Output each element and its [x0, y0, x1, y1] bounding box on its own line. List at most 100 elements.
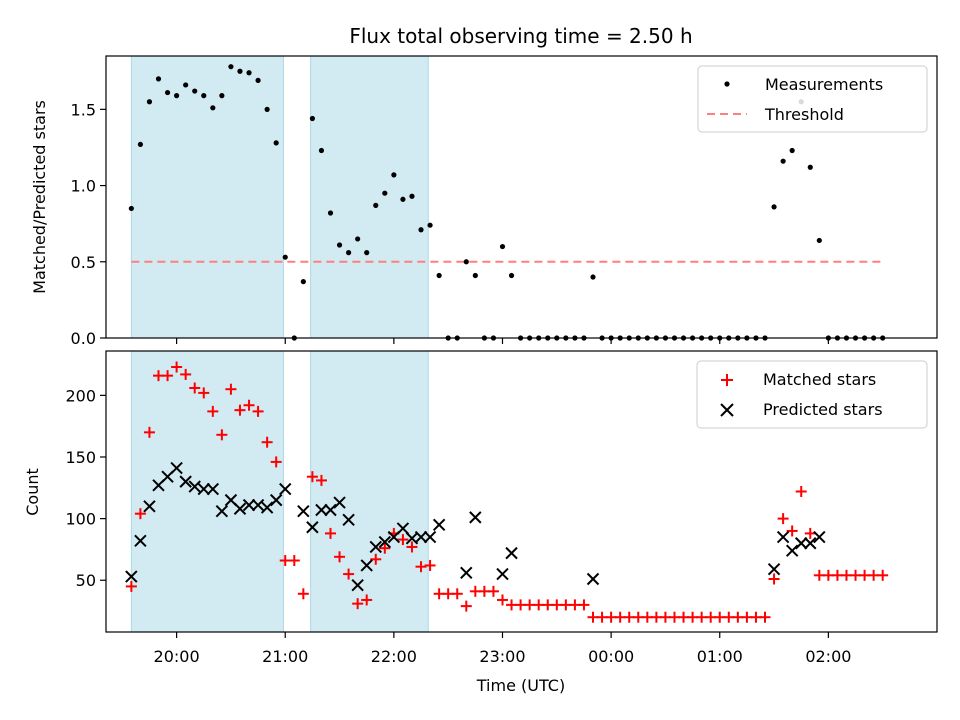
predicted-star-point: [776, 530, 790, 544]
matched-star-point: [134, 508, 146, 520]
measurement-point: [282, 254, 288, 260]
top-shaded-ranges: [130, 55, 429, 339]
measurement-point: [382, 190, 388, 196]
matched-star-point: [487, 585, 499, 597]
predicted-star-point: [795, 537, 808, 550]
predicted-star-point: [233, 502, 247, 515]
top-axes-frame: [105, 55, 938, 339]
measurement-point: [590, 274, 596, 280]
measurement-point: [246, 70, 252, 76]
bottom-y-tick-label: 200: [65, 386, 96, 405]
measurement-point: [472, 272, 478, 279]
predicted-star-point: [767, 562, 781, 576]
predicted-star-point: [269, 493, 283, 507]
predicted-star-point: [432, 518, 446, 531]
matched-star-point: [361, 594, 373, 606]
matched-star-point: [216, 429, 228, 441]
predicted-star-point: [279, 482, 292, 496]
measurement-point: [336, 242, 343, 248]
predicted-star-point: [351, 578, 364, 592]
matched-star-point: [460, 600, 472, 612]
bottom-y-ticks: 50 100 150 200: [65, 386, 106, 590]
measurement-point: [137, 141, 143, 148]
measurement-point: [355, 236, 361, 242]
matched-star-point: [207, 405, 219, 417]
matched-star-point: [171, 361, 183, 373]
predicted-star-point: [143, 500, 156, 513]
matched-star-point: [261, 436, 273, 448]
predicted-star-point: [460, 566, 473, 580]
top-y-tick-label: 1.0: [71, 177, 96, 196]
legend-marker-measurements: [724, 81, 730, 87]
measurement-point: [771, 204, 777, 210]
measurement-point: [300, 279, 306, 285]
measurement-points: [128, 64, 886, 341]
matched-star-point: [125, 580, 137, 592]
top-legend[interactable]: Measurements Threshold: [697, 65, 928, 133]
top-y-tick-label: 0.5: [71, 253, 96, 272]
measurement-point: [128, 205, 134, 212]
predicted-star-point: [188, 480, 201, 493]
legend-label-threshold: Threshold: [764, 105, 844, 124]
bottom-axes-frame: [105, 350, 938, 633]
predicted-star-point: [125, 570, 138, 583]
bottom-shaded-ranges: [130, 350, 429, 633]
predicted-star-point: [197, 482, 210, 496]
matched-star-point: [297, 588, 309, 600]
measurement-point: [327, 210, 334, 216]
matched-star-point: [877, 569, 889, 581]
predicted-star-point: [251, 498, 265, 512]
predicted-star-point: [505, 546, 518, 560]
matched-star-point: [189, 382, 201, 394]
predicted-star-point: [324, 503, 337, 517]
measurement-point: [789, 147, 795, 154]
measurement-point: [373, 202, 379, 208]
x-axis-label: Time (UTC): [476, 676, 565, 695]
measurement-point: [164, 89, 171, 96]
predicted-star-point: [423, 530, 437, 544]
matched-star-point: [180, 368, 192, 380]
predicted-star-point: [414, 530, 428, 544]
matched-star-point: [777, 513, 789, 525]
measurement-point: [210, 105, 216, 111]
matched-star-point: [306, 471, 318, 483]
matched-star-point: [252, 405, 264, 417]
matched-star-point: [786, 525, 798, 537]
top-panel: 0.0 0.5 1.0 1.5 Matched/Predicted stars Mea…: [30, 55, 938, 348]
top-y-axis-label: Matched/Predicted stars: [30, 100, 49, 294]
x-tick-label: 22:00: [371, 647, 417, 666]
predicted-star-point: [170, 461, 183, 475]
matched-star-point: [324, 527, 336, 539]
matched-star-point: [315, 474, 327, 486]
bottom-y-axis-label: Count: [23, 468, 42, 516]
bottom-y-tick-label: 150: [65, 448, 96, 467]
matched-star-point: [804, 527, 816, 539]
matched-star-point: [198, 387, 210, 399]
predicted-star-point: [134, 534, 147, 548]
measurement-point: [264, 106, 270, 112]
top-x-ticks: [176, 338, 829, 344]
measurement-point: [219, 93, 225, 99]
predicted-star-point: [586, 572, 600, 586]
bottom-x-ticks: 20:00 21:00 22:00 23:00 00:00 01:00 02:00: [154, 632, 851, 666]
measurement-point: [400, 196, 406, 202]
legend-marker-matched: [721, 374, 733, 386]
measurement-point: [155, 76, 162, 82]
matched-star-point: [578, 599, 590, 611]
predicted-star-point: [260, 501, 274, 514]
legend-label-measurements: Measurements: [765, 75, 883, 94]
predicted-star-point: [378, 535, 392, 549]
x-tick-label: 21:00: [262, 647, 308, 666]
measurement-point: [807, 164, 813, 170]
measurement-point: [427, 222, 433, 228]
measurement-point: [436, 272, 442, 279]
predicted-star-point: [206, 482, 220, 496]
chart-title: Flux total observing time = 2.50 h: [349, 24, 692, 48]
measurement-point: [418, 227, 424, 233]
bottom-legend[interactable]: Matched stars Predicted stars: [696, 360, 928, 429]
measurement-point: [463, 259, 469, 265]
predicted-star-point: [369, 540, 382, 554]
legend-label-predicted: Predicted stars: [763, 400, 883, 419]
predicted-star-point: [469, 511, 482, 524]
